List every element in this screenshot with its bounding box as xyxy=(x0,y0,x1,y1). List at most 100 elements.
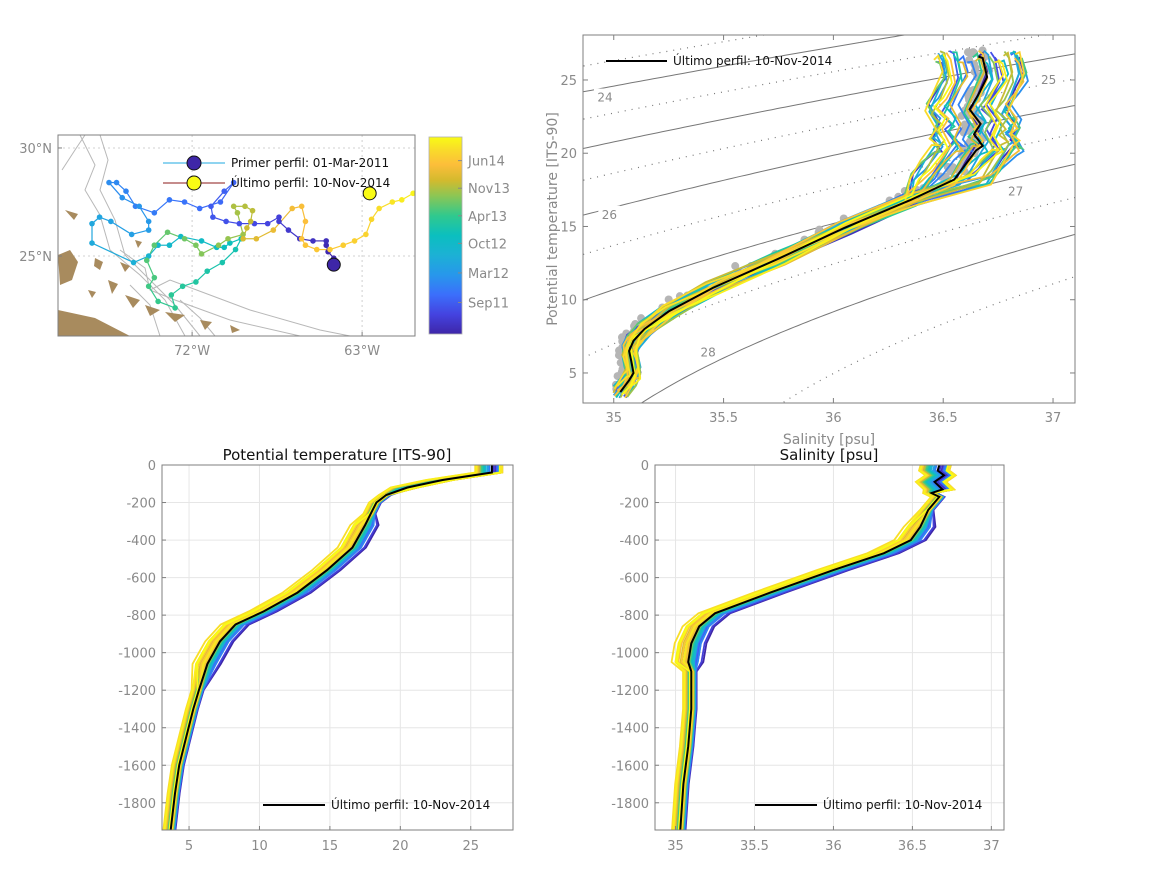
profile-point xyxy=(198,251,205,257)
sp-y-tick-label: -1800 xyxy=(611,797,649,812)
tp-y-tick-label: -400 xyxy=(126,534,156,549)
profile-line xyxy=(682,465,946,830)
profile-point xyxy=(302,242,309,249)
last-profile-line xyxy=(619,55,989,393)
profile-line xyxy=(679,465,941,830)
profile-point xyxy=(298,235,305,242)
profile-point xyxy=(240,231,246,238)
profile-line xyxy=(670,465,933,830)
sp-y-tick-label: -1600 xyxy=(611,759,649,774)
legend-entry-first-profile: Primer perfil: 01-Mar-2011 xyxy=(163,155,389,171)
ts-diagram-panel: 24 25 26 27 28 35 35.5 36 36.5 37 5 10 15 20 25 Salin… xyxy=(545,34,1076,448)
ts-x-tick-label: 35.5 xyxy=(709,411,738,426)
first-profile-marker-icon xyxy=(186,155,202,171)
tp-y-tick-label: -1000 xyxy=(118,647,156,662)
sp-x-tick-label: 35.5 xyxy=(740,839,769,854)
isopycnal-label-bg xyxy=(1004,182,1027,199)
isopycnal-line xyxy=(583,35,908,93)
profile-point xyxy=(193,242,199,249)
profile-line xyxy=(615,50,1023,399)
profile-point xyxy=(96,214,103,220)
tp-x-tick-label: 25 xyxy=(462,839,479,854)
profile-line xyxy=(680,465,943,830)
profile-point xyxy=(166,242,173,249)
profile-point xyxy=(363,231,369,238)
track-segment xyxy=(206,261,223,272)
map-gridlines xyxy=(58,135,415,336)
profile-line xyxy=(619,50,950,398)
profile-line xyxy=(625,60,977,387)
profile-line xyxy=(677,465,939,830)
isopycnal-label: 26 xyxy=(602,208,617,222)
profile-line xyxy=(613,60,946,388)
profile-line xyxy=(624,50,1025,395)
track-segment xyxy=(110,220,132,235)
isopycnal-label: 25 xyxy=(1041,73,1056,87)
profile-line xyxy=(682,465,948,830)
profile-point xyxy=(230,179,237,186)
profile-point xyxy=(310,238,316,244)
ts-x-axis-label: Salinity [psu] xyxy=(783,432,875,448)
profile-point xyxy=(215,242,222,249)
profile-point xyxy=(376,205,382,212)
float-trajectory xyxy=(89,179,415,311)
profile-point xyxy=(128,231,135,238)
profile-point xyxy=(198,238,205,244)
profile-line xyxy=(624,50,989,399)
track-segment xyxy=(108,182,123,199)
profile-line xyxy=(621,53,953,396)
isopycnal-line xyxy=(640,233,1075,403)
isopycnal-line xyxy=(781,275,1075,403)
profile-point xyxy=(223,218,229,225)
profile-point xyxy=(106,179,112,186)
tp-x-tick-label: 15 xyxy=(322,839,339,854)
tp-last-profile-line xyxy=(169,465,493,830)
all-profiles xyxy=(612,50,1029,399)
map-y-tick-label: 25°N xyxy=(19,250,52,265)
tp-legend: Último perfil: 10-Nov-2014 xyxy=(263,797,490,812)
isopycnal-label-bg xyxy=(1037,70,1060,87)
track-segment xyxy=(138,206,150,222)
profile-line xyxy=(681,465,946,830)
track-segment xyxy=(148,285,159,302)
map-axes-box xyxy=(57,134,416,337)
track-segment xyxy=(301,221,307,239)
ts-y-axis-label: Potential temperature [ITS-90] xyxy=(545,112,561,326)
profile-line xyxy=(672,465,935,830)
tp-gridlines xyxy=(162,464,513,830)
profile-line xyxy=(675,465,955,830)
profile-line xyxy=(625,50,960,399)
profile-point xyxy=(323,242,330,249)
profile-line xyxy=(612,59,1010,387)
profile-point xyxy=(143,257,150,264)
profile-point xyxy=(247,218,254,225)
tp-y-tick-label: -1800 xyxy=(118,797,156,812)
profile-line xyxy=(676,465,938,830)
profile-point xyxy=(398,197,405,203)
sp-legend-label: Último perfil: 10-Nov-2014 xyxy=(823,797,982,812)
colorbar-gradient xyxy=(428,136,463,335)
profile-point xyxy=(351,238,358,244)
profile-line xyxy=(612,52,948,396)
sp-y-tick-label: -1200 xyxy=(611,684,649,699)
profile-point xyxy=(327,246,333,253)
profile-point xyxy=(323,238,330,244)
legend-first-profile-label: Primer perfil: 01-Mar-2011 xyxy=(231,156,389,170)
colorbar-tick-label: Apr13 xyxy=(468,210,507,225)
ts-axes-box xyxy=(582,34,1076,404)
profile-point xyxy=(289,205,296,212)
map-y-tick-label: 30°N xyxy=(19,142,52,157)
profile-point xyxy=(108,218,114,225)
profile-point xyxy=(298,203,305,210)
profile-point xyxy=(123,188,129,194)
tp-y-tick-label: -1200 xyxy=(118,684,156,699)
isopycnal-label-bg xyxy=(593,88,616,105)
ts-x-tick-label: 36.5 xyxy=(929,411,958,426)
sp-y-tick-label: -600 xyxy=(619,572,649,587)
map-panel: 72°W 63°W 30°N 25°N Primer perfil: 01-Mar-2… xyxy=(19,134,510,359)
profile-point xyxy=(276,218,282,225)
profile-point xyxy=(196,205,203,212)
profile-point xyxy=(225,235,231,242)
profile-point xyxy=(368,216,375,223)
profile-point xyxy=(204,268,211,274)
